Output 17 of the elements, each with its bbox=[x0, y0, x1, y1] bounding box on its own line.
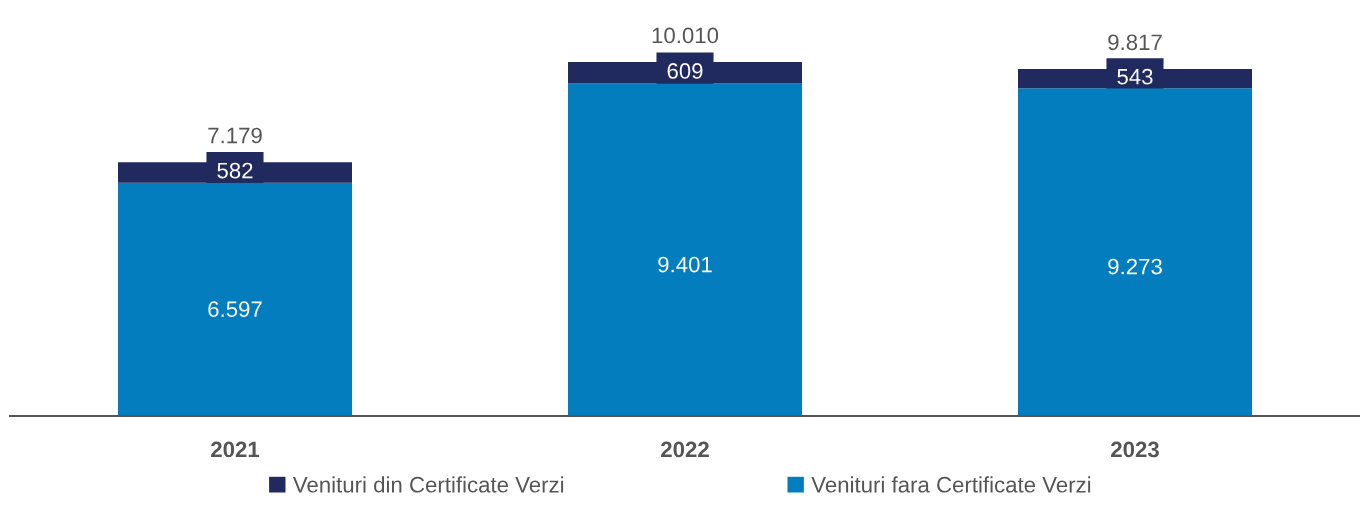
data-label: 543 bbox=[1117, 68, 1153, 85]
data-label: 609 bbox=[667, 63, 703, 79]
x-tick-label: 2021 bbox=[211, 441, 260, 458]
x-tick-label: 2022 bbox=[661, 441, 709, 458]
bar bbox=[568, 83, 802, 416]
data-label: 9.401 bbox=[658, 256, 712, 273]
legend-label: Venituri fara Certificate Verzi bbox=[811, 476, 1091, 493]
total-label: 9.817 bbox=[1108, 34, 1162, 51]
bar bbox=[118, 182, 352, 416]
data-label: 582 bbox=[217, 162, 253, 179]
legend-label: Venituri din Certificate Verzi bbox=[292, 476, 564, 493]
data-label: 9.273 bbox=[1108, 258, 1162, 275]
bar bbox=[1018, 88, 1252, 416]
data-label: 6.597 bbox=[208, 301, 262, 318]
x-tick-label: 2023 bbox=[1111, 441, 1159, 458]
total-label: 7.179 bbox=[208, 127, 262, 144]
total-label: 10.010 bbox=[652, 27, 719, 44]
